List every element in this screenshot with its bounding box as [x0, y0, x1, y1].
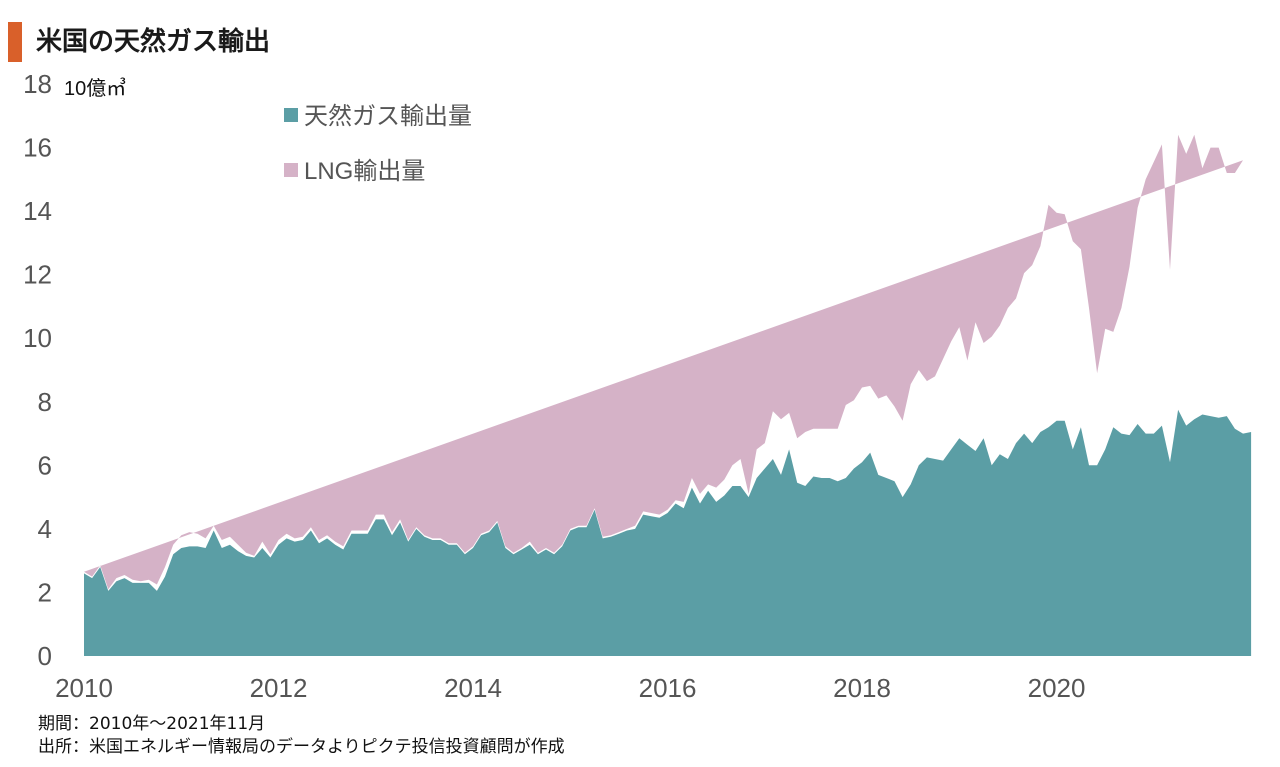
y-tick-label: 12 [23, 260, 52, 290]
title-accent-bar [8, 22, 22, 62]
y-axis-unit-label: 10億㎥ [64, 76, 126, 100]
y-tick-label: 8 [38, 387, 52, 417]
x-axis: 2010 2012 2014 2016 2018 2020 [55, 673, 1085, 703]
x-tick-label: 2014 [444, 673, 502, 703]
y-axis: 0 2 4 6 8 10 12 14 16 18 [23, 69, 52, 671]
y-tick-label: 10 [23, 323, 52, 353]
x-tick-label: 2012 [250, 673, 308, 703]
series-area-lng [84, 134, 1243, 590]
legend-label-lng: LNG輸出量 [304, 158, 425, 185]
footnote-source: 出所：米国エネルギー情報局のデータよりピクテ投信投資顧問が作成 [38, 737, 565, 757]
y-tick-label: 14 [23, 196, 52, 226]
y-tick-label: 4 [38, 514, 52, 544]
footnote-period: 期間：2010年～2021年11月 [38, 714, 266, 734]
legend-swatch-lng [284, 163, 298, 177]
y-tick-label: 2 [38, 577, 52, 607]
x-tick-label: 2018 [833, 673, 891, 703]
y-tick-label: 18 [23, 69, 52, 99]
legend-label-total: 天然ガス輸出量 [304, 103, 472, 130]
legend-swatch-total [284, 108, 298, 122]
chart-title: 米国の天然ガス輸出 [36, 27, 271, 57]
series-area-total [84, 409, 1252, 656]
y-tick-label: 0 [38, 641, 52, 671]
x-tick-label: 2020 [1028, 673, 1086, 703]
x-tick-label: 2010 [55, 673, 113, 703]
y-tick-label: 16 [23, 133, 52, 163]
y-tick-label: 6 [38, 450, 52, 480]
legend: 天然ガス輸出量 LNG輸出量 [284, 103, 472, 185]
x-tick-label: 2016 [639, 673, 697, 703]
plot-area [84, 134, 1252, 656]
